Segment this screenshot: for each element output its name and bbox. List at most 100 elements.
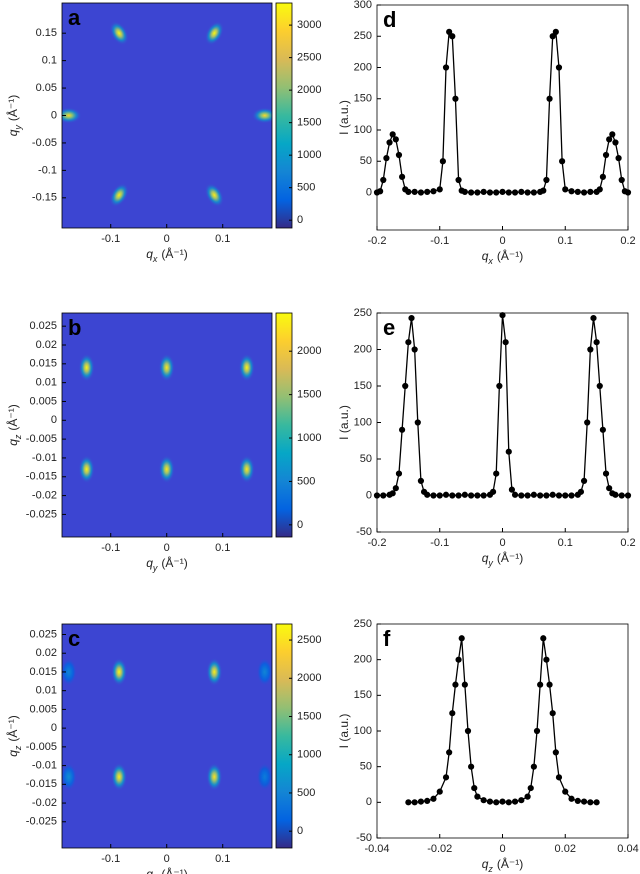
marker <box>574 797 581 805</box>
x-tick-label: -0.1 <box>101 542 120 554</box>
axis-label: qz(Å⁻¹) <box>482 856 524 874</box>
marker <box>417 798 425 805</box>
marker <box>543 492 550 499</box>
marker <box>383 155 390 162</box>
spot <box>111 657 128 686</box>
colorbar-tick-label: 500 <box>297 787 315 799</box>
y-tick-label: 0.025 <box>29 628 57 640</box>
marker <box>455 176 462 184</box>
y-tick-label: -0.05 <box>32 137 57 149</box>
axis-label: qy(Å⁻¹) <box>146 555 188 573</box>
spot <box>62 657 77 686</box>
colorbar-tick-label: 1500 <box>297 389 321 401</box>
spot <box>251 107 272 124</box>
marker <box>499 312 506 319</box>
marker <box>442 491 450 498</box>
y-tick-label: -0.02 <box>32 797 57 809</box>
marker <box>518 492 525 499</box>
axis-label: qy(Å⁻¹) <box>482 550 524 568</box>
spot <box>238 455 255 484</box>
colorbar <box>275 312 293 538</box>
y-tick-label: 0.1 <box>42 55 57 67</box>
y-tick-label: 100 <box>354 725 372 737</box>
marker <box>549 710 556 717</box>
marker <box>577 488 585 495</box>
marker <box>580 477 588 484</box>
y-tick-label: 50 <box>360 453 372 465</box>
marker <box>606 136 613 143</box>
y-tick-label: 0 <box>51 109 57 121</box>
marker <box>524 793 531 800</box>
marker <box>543 656 550 663</box>
y-tick-label: -0.025 <box>26 508 57 520</box>
marker <box>540 187 547 194</box>
marker <box>455 656 462 663</box>
marker <box>593 799 600 806</box>
marker <box>449 492 456 499</box>
x-tick-label: 0 <box>164 233 170 245</box>
y-tick-label: 250 <box>354 618 372 630</box>
colorbar-tick-label: 1000 <box>297 432 321 444</box>
marker <box>493 799 500 806</box>
marker <box>524 189 531 196</box>
x-tick-label: 0.2 <box>620 537 635 549</box>
marker <box>568 492 575 499</box>
marker <box>414 419 421 426</box>
marker <box>389 131 396 138</box>
x-tick-label: 0.04 <box>617 843 638 855</box>
heatmap <box>62 657 272 791</box>
panel-label: a <box>68 5 81 30</box>
y-tick-label: 0.02 <box>36 647 57 659</box>
marker <box>527 784 534 792</box>
heatmap <box>78 353 255 484</box>
y-tick-label: 150 <box>354 689 372 701</box>
marker <box>424 797 431 805</box>
marker <box>474 189 481 196</box>
y-tick-label: 0 <box>51 722 57 734</box>
marker <box>493 470 500 477</box>
colorbar-tick-label: 1000 <box>297 749 321 761</box>
marker <box>624 189 632 196</box>
panel-label: b <box>68 315 81 340</box>
x-tick-label: -0.2 <box>368 235 387 247</box>
marker <box>424 491 431 498</box>
marker <box>395 151 403 159</box>
spot <box>238 353 255 382</box>
axis-label: qx(Å⁻¹) <box>482 248 524 266</box>
marker <box>405 339 412 346</box>
marker <box>524 492 531 499</box>
axis-label: I (a.u.) <box>337 405 351 440</box>
x-tick-label: -0.1 <box>101 853 120 865</box>
x-tick-label: 0.1 <box>215 233 230 245</box>
colorbar-tick-label: 2500 <box>297 52 321 64</box>
y-tick-label: 0.005 <box>29 395 57 407</box>
marker <box>486 798 494 805</box>
spot <box>109 21 129 46</box>
marker <box>417 189 425 196</box>
spot <box>111 762 128 791</box>
y-tick-label: 300 <box>354 0 372 11</box>
y-tick-label: 0.05 <box>36 82 57 94</box>
marker <box>530 491 537 498</box>
y-tick-label: -50 <box>356 832 372 844</box>
axis-label: I (a.u.) <box>337 100 351 135</box>
y-tick-label: -0.005 <box>26 433 57 445</box>
marker <box>624 492 632 499</box>
y-tick-label: 0.01 <box>36 377 57 389</box>
colorbar <box>275 623 293 849</box>
y-tick-label: -0.015 <box>26 778 57 790</box>
x-tick-label: 0 <box>499 235 505 247</box>
y-tick-label: 0.01 <box>36 685 57 697</box>
axis-label: qx(Å⁻¹) <box>146 246 188 264</box>
marker <box>511 189 519 196</box>
marker <box>395 470 403 477</box>
axis-label: I (a.u.) <box>337 714 351 749</box>
spot <box>256 657 272 686</box>
y-tick-label: 0.015 <box>29 358 57 370</box>
panel-label: c <box>68 626 80 651</box>
spot <box>204 183 224 207</box>
spot <box>204 21 224 46</box>
marker <box>590 315 597 322</box>
marker <box>380 492 387 499</box>
